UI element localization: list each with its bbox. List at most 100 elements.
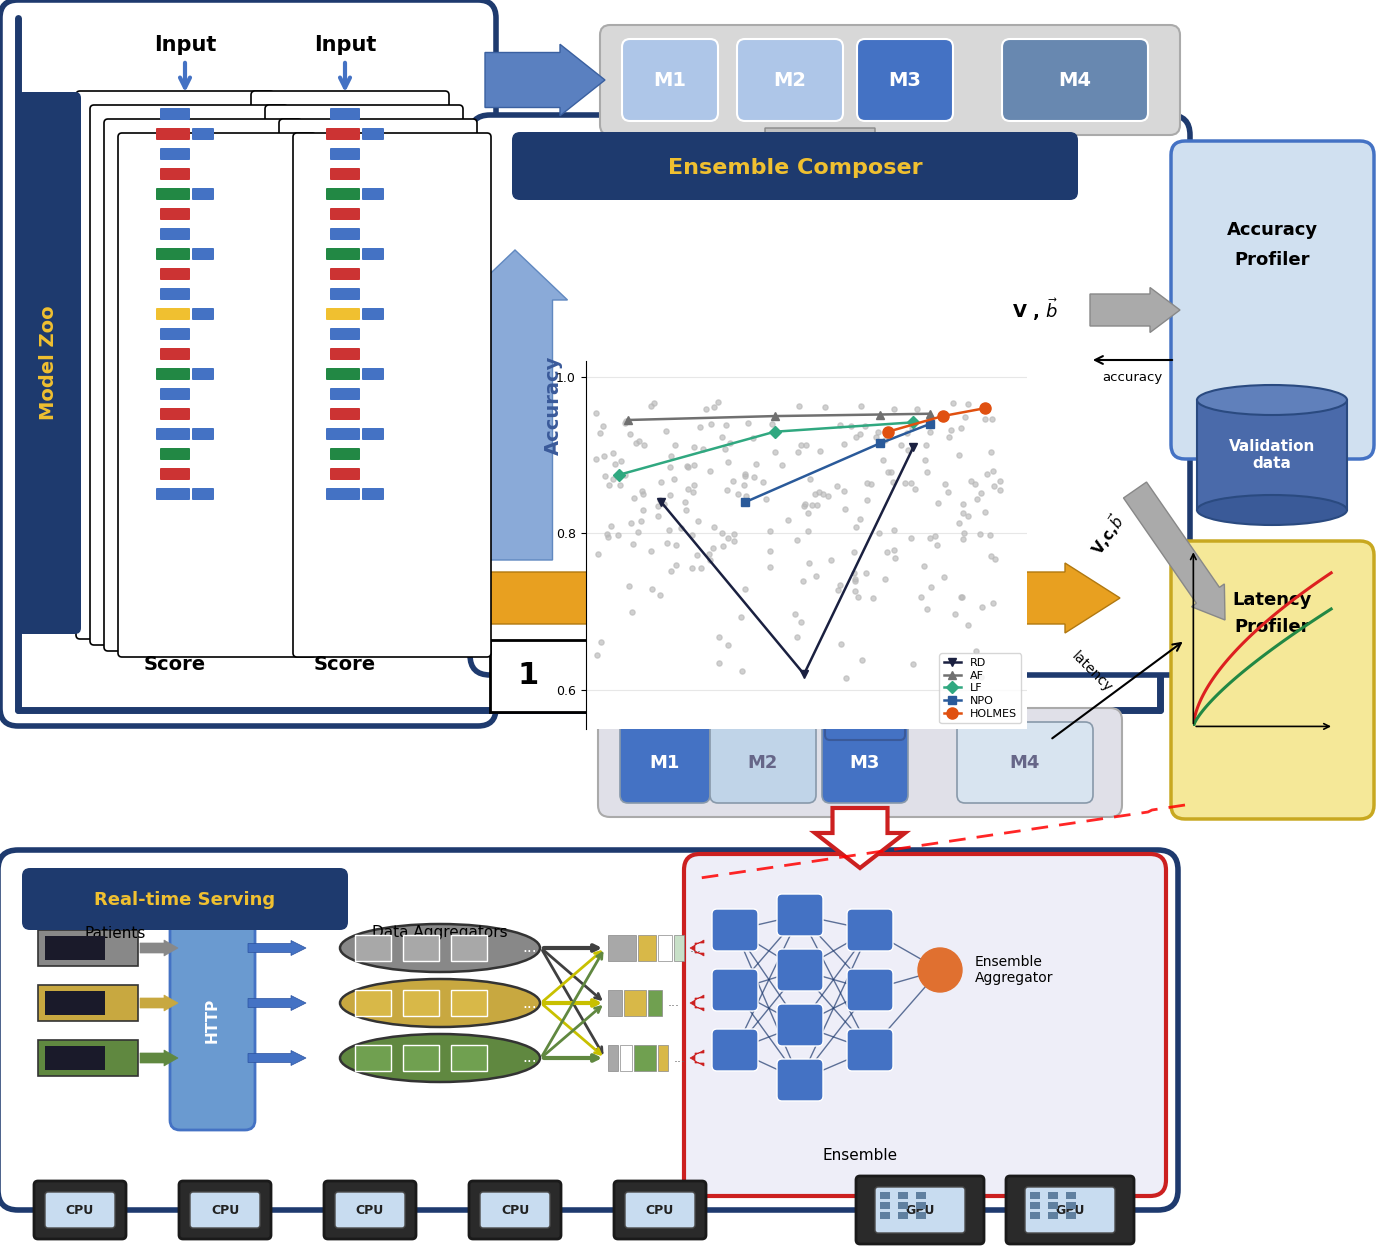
Point — [641, 396, 663, 416]
Text: V,c,$\vec{b}$: V,c,$\vec{b}$ — [1084, 511, 1129, 559]
Point — [660, 446, 682, 466]
Bar — [916, 1192, 926, 1199]
Bar — [674, 934, 683, 961]
FancyBboxPatch shape — [329, 288, 360, 300]
Line: NPO: NPO — [741, 420, 934, 506]
Point — [937, 482, 959, 502]
Bar — [451, 1045, 486, 1072]
FancyBboxPatch shape — [621, 39, 718, 121]
FancyBboxPatch shape — [847, 910, 893, 951]
Text: CPU: CPU — [356, 1204, 384, 1216]
Point — [675, 501, 697, 521]
Point — [952, 503, 974, 523]
FancyBboxPatch shape — [823, 721, 908, 802]
Point — [677, 456, 699, 476]
Point — [586, 644, 608, 664]
Point — [623, 487, 645, 507]
Point — [590, 632, 612, 652]
Bar — [402, 934, 440, 961]
Point — [649, 586, 671, 606]
Point — [641, 579, 663, 599]
Point — [795, 435, 817, 455]
FancyBboxPatch shape — [777, 893, 823, 936]
Bar — [1029, 1212, 1040, 1219]
Point — [883, 541, 905, 561]
Point — [830, 576, 852, 596]
Point — [699, 461, 721, 481]
Point — [717, 528, 739, 548]
Point — [631, 481, 653, 501]
Point — [927, 493, 949, 513]
Point — [989, 481, 1011, 501]
Point — [695, 399, 717, 419]
FancyBboxPatch shape — [329, 328, 360, 340]
Text: Input: Input — [314, 35, 376, 55]
Point — [915, 599, 937, 619]
Point — [933, 567, 955, 587]
AF — [766, 409, 783, 424]
FancyBboxPatch shape — [160, 148, 190, 159]
Point — [681, 525, 703, 545]
Point — [809, 441, 831, 461]
Point — [951, 587, 973, 607]
Point — [843, 562, 865, 582]
FancyBboxPatch shape — [294, 133, 491, 657]
Point — [689, 558, 711, 578]
Point — [799, 470, 821, 490]
Text: ...: ... — [668, 997, 679, 1009]
Point — [686, 545, 708, 564]
Ellipse shape — [340, 925, 540, 972]
Point — [743, 467, 765, 487]
FancyBboxPatch shape — [156, 488, 178, 500]
Point — [868, 523, 890, 543]
FancyArrow shape — [690, 996, 704, 1011]
HOLMES — [977, 401, 994, 416]
FancyBboxPatch shape — [160, 348, 190, 360]
Point — [897, 440, 919, 460]
FancyBboxPatch shape — [160, 388, 190, 400]
Point — [831, 634, 853, 654]
FancyBboxPatch shape — [192, 368, 214, 380]
RD — [653, 495, 670, 510]
Text: M4: M4 — [1058, 71, 1091, 90]
Point — [808, 482, 830, 502]
FancyBboxPatch shape — [190, 1192, 260, 1229]
Point — [609, 475, 631, 495]
FancyBboxPatch shape — [825, 685, 905, 740]
FancyBboxPatch shape — [76, 91, 274, 639]
FancyArrow shape — [248, 1050, 306, 1065]
Point — [699, 549, 721, 569]
Point — [843, 581, 865, 601]
Point — [876, 462, 898, 482]
Point — [834, 500, 856, 520]
AF — [619, 412, 635, 427]
Point — [628, 431, 650, 451]
AF — [922, 406, 938, 421]
Bar — [634, 1045, 656, 1072]
Text: Score: Score — [143, 655, 207, 674]
Point — [586, 449, 608, 468]
Point — [597, 527, 619, 547]
Point — [664, 435, 686, 455]
FancyBboxPatch shape — [712, 969, 758, 1011]
Text: Latency: Latency — [1233, 591, 1312, 609]
Point — [817, 486, 839, 506]
HOLMES — [934, 409, 951, 424]
Point — [719, 432, 741, 452]
FancyBboxPatch shape — [329, 268, 360, 280]
FancyBboxPatch shape — [160, 188, 190, 201]
Point — [843, 542, 865, 562]
Point — [839, 416, 861, 436]
Bar — [608, 934, 637, 961]
Point — [765, 442, 787, 462]
Text: Latency: Latency — [755, 588, 854, 608]
FancyBboxPatch shape — [1002, 39, 1148, 121]
Point — [854, 563, 876, 583]
FancyBboxPatch shape — [34, 1181, 125, 1239]
Point — [700, 415, 722, 435]
Point — [734, 466, 757, 486]
FancyBboxPatch shape — [513, 132, 1078, 201]
Point — [973, 502, 995, 522]
FancyBboxPatch shape — [329, 348, 360, 360]
FancyBboxPatch shape — [615, 1181, 706, 1239]
